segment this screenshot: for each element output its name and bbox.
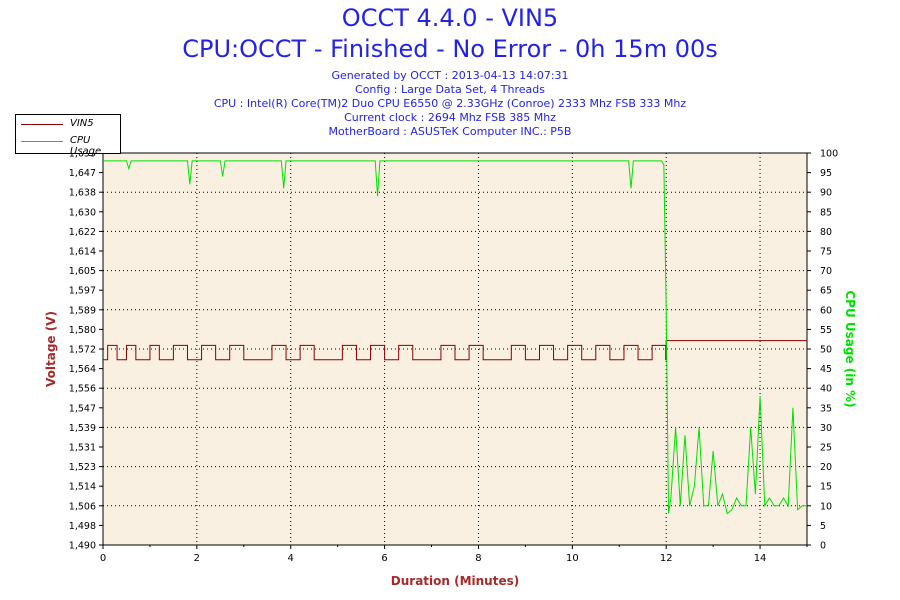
chart-title: OCCT 4.4.0 - VIN5 — [341, 4, 559, 32]
x-tick-label: 4 — [288, 553, 294, 564]
y-left-tick-label: 1,506 — [69, 501, 96, 512]
x-tick-label: 0 — [100, 553, 106, 564]
legend-swatch-cpu — [21, 141, 63, 142]
x-tick-label: 12 — [660, 553, 673, 564]
y-right-tick-label: 100 — [820, 149, 838, 160]
y-left-tick-label: 1,580 — [69, 325, 96, 336]
y-right-tick-label: 50 — [820, 345, 832, 356]
y-right-tick-label: 85 — [820, 207, 832, 218]
x-axis-label: Duration (Minutes) — [391, 574, 519, 588]
y-left-tick-label: 1,547 — [69, 403, 96, 414]
chart-subtitle: CPU:OCCT - Finished - No Error - 0h 15m … — [182, 35, 718, 63]
y-left-axis-label: Voltage (V) — [44, 311, 58, 387]
x-tick-label: 8 — [475, 553, 481, 564]
y-left-tick-label: 1,638 — [69, 188, 96, 199]
y-left-tick-label: 1,556 — [69, 384, 96, 395]
info-generated: Generated by OCCT : 2013-04-13 14:07:31 — [331, 69, 569, 82]
legend-swatch-vin5 — [21, 124, 63, 125]
y-right-tick-label: 25 — [820, 443, 832, 454]
y-right-tick-label: 90 — [820, 188, 832, 199]
y-right-tick-label: 70 — [820, 266, 832, 277]
y-left-tick-label: 1,597 — [69, 286, 96, 297]
y-left-tick-label: 1,622 — [69, 227, 96, 238]
x-tick-label: 6 — [381, 553, 387, 564]
y-left-tick-label: 1,589 — [69, 305, 96, 316]
chart-legend: VIN5 CPU Usage — [15, 114, 121, 157]
y-left-tick-label: 1,647 — [69, 168, 96, 179]
info-cpu: CPU : Intel(R) Core(TM)2 Duo CPU E6550 @… — [213, 97, 687, 110]
y-left-tick-label: 1,614 — [69, 247, 96, 258]
y-left-tick-label: 1,523 — [69, 462, 96, 473]
y-right-axis-label: CPU Usage (in %) — [843, 290, 857, 407]
y-left-tick-label: 1,564 — [69, 364, 96, 375]
y-right-tick-label: 35 — [820, 403, 832, 414]
y-right-tick-label: 95 — [820, 168, 832, 179]
series-line-vin5 — [103, 340, 807, 361]
info-motherboard: MotherBoard : ASUSTeK Computer INC.: P5B — [328, 125, 572, 138]
legend-item-cpu: CPU Usage — [16, 134, 120, 157]
x-tick-label: 10 — [566, 553, 579, 564]
y-left-tick-label: 1,572 — [69, 345, 96, 356]
y-left-tick-label: 1,531 — [69, 443, 96, 454]
y-right-tick-label: 80 — [820, 227, 832, 238]
y-left-tick-label: 1,539 — [69, 423, 96, 434]
legend-label-vin5: VIN5 — [70, 118, 94, 129]
y-right-tick-label: 20 — [820, 462, 832, 473]
legend-item-vin5: VIN5 — [16, 117, 120, 133]
y-left-tick-label: 1,605 — [69, 266, 96, 277]
y-right-tick-label: 65 — [820, 286, 832, 297]
y-right-tick-label: 55 — [820, 325, 832, 336]
info-clock: Current clock : 2694 Mhz FSB 385 Mhz — [344, 111, 556, 124]
y-right-tick-label: 15 — [820, 482, 832, 493]
y-right-tick-label: 45 — [820, 364, 832, 375]
y-right-tick-label: 75 — [820, 247, 832, 258]
y-right-tick-label: 40 — [820, 384, 832, 395]
x-tick-label: 14 — [754, 553, 767, 564]
y-right-tick-label: 5 — [820, 521, 826, 532]
info-config: Config : Large Data Set, 4 Threads — [355, 83, 545, 96]
y-left-tick-label: 1,630 — [69, 207, 96, 218]
y-right-tick-label: 10 — [820, 501, 832, 512]
y-right-tick-label: 60 — [820, 305, 832, 316]
series-line-cpu-usage — [103, 160, 807, 515]
legend-label-cpu: CPU Usage — [70, 135, 102, 157]
y-left-tick-label: 1,490 — [69, 541, 96, 552]
y-right-tick-label: 0 — [820, 541, 826, 552]
y-left-tick-label: 1,498 — [69, 521, 96, 532]
y-left-tick-label: 1,655 — [69, 149, 96, 160]
x-tick-label: 2 — [194, 553, 200, 564]
y-right-tick-label: 30 — [820, 423, 832, 434]
y-left-tick-label: 1,514 — [69, 482, 96, 493]
